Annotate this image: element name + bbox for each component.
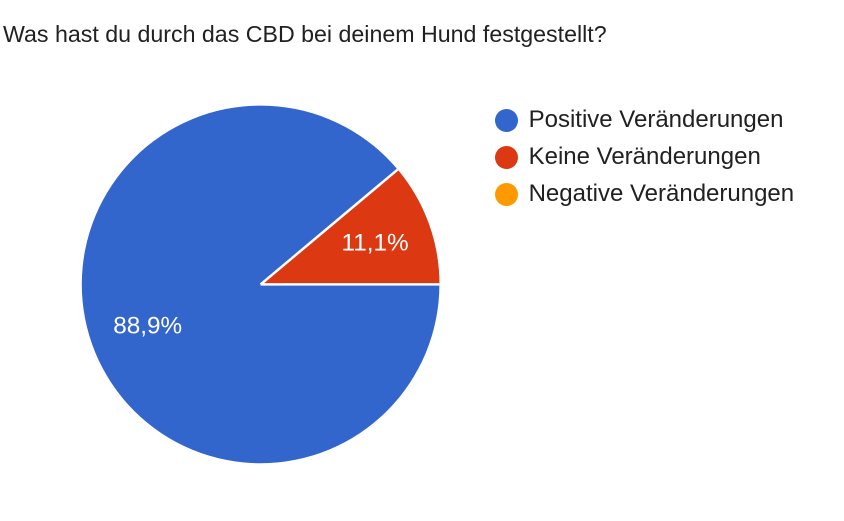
svg-text:11,1%: 11,1% [342,230,409,257]
svg-text:88,9%: 88,9% [113,313,182,340]
